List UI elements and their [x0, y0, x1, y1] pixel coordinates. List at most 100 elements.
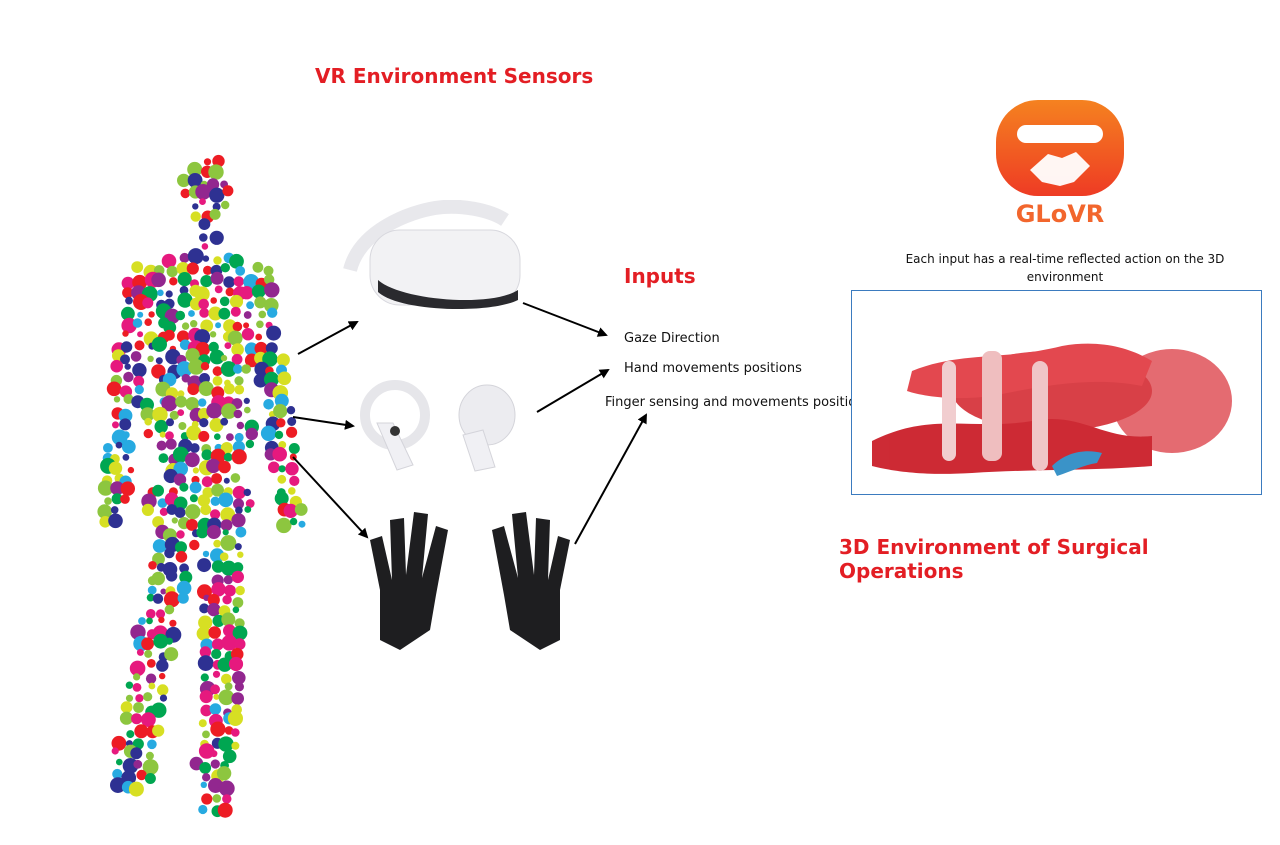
figure-dot	[179, 252, 190, 263]
figure-dot	[289, 517, 298, 526]
figure-dot	[190, 279, 199, 289]
figure-dot	[189, 443, 200, 453]
figure-dot	[143, 264, 159, 280]
headset-bridge	[1026, 125, 1094, 143]
figure-dot	[131, 713, 143, 725]
human-figure-dots	[97, 154, 308, 818]
figure-dot	[234, 543, 242, 551]
figure-dot	[244, 506, 252, 513]
figure-dot	[108, 513, 123, 529]
figure-dot	[110, 481, 125, 496]
figure-dot	[254, 341, 268, 356]
figure-dot	[224, 651, 235, 662]
figure-dot	[263, 265, 274, 276]
figure-dot	[200, 638, 214, 652]
figure-dot	[264, 448, 277, 461]
figure-dot	[211, 638, 224, 651]
figure-dot	[210, 271, 224, 285]
figure-dot	[202, 773, 211, 782]
figure-dot	[195, 184, 212, 200]
figure-dot	[244, 342, 259, 356]
figure-dot	[211, 386, 225, 400]
figure-dot	[112, 421, 119, 429]
figure-dot	[207, 517, 222, 532]
figure-dot	[110, 506, 119, 514]
figure-dot	[206, 178, 220, 191]
figure-dot	[244, 406, 251, 414]
figure-dot	[234, 432, 244, 442]
figure-dot	[158, 453, 169, 463]
figure-dot	[152, 484, 165, 497]
figure-dot	[232, 625, 248, 641]
figure-dot	[208, 341, 219, 353]
figure-dot	[252, 261, 264, 273]
figure-dot	[202, 487, 214, 498]
figure-dot	[176, 330, 190, 343]
figure-dot	[121, 439, 136, 454]
figure-dot	[145, 673, 157, 684]
figure-dot	[243, 274, 260, 290]
figure-dot	[213, 693, 220, 700]
figure-dot	[169, 277, 178, 286]
headset-face-pad	[378, 280, 518, 310]
figure-dot	[268, 461, 280, 474]
figure-dot	[187, 161, 203, 177]
figure-dot	[103, 443, 113, 453]
figure-dot	[144, 271, 161, 288]
figure-dot	[198, 804, 208, 815]
figure-dot	[232, 485, 246, 500]
figure-dot	[115, 441, 123, 449]
figure-dot	[264, 440, 279, 455]
figure-dot	[233, 638, 246, 650]
figure-dot	[132, 683, 142, 692]
input-label-gaze: Gaze Direction	[624, 331, 720, 346]
figure-dot	[212, 202, 221, 211]
figure-dot	[198, 430, 210, 442]
figure-dot	[223, 452, 233, 462]
figure-dot	[147, 739, 157, 750]
figure-dot	[220, 417, 229, 426]
figure-dot	[188, 327, 203, 343]
figure-dot	[168, 487, 178, 497]
figure-dot	[154, 419, 168, 434]
figure-dot	[127, 466, 135, 474]
figure-dot	[119, 711, 134, 725]
bone-3	[942, 361, 956, 461]
figure-dot	[236, 421, 245, 430]
figure-dot	[187, 173, 203, 188]
figure-dot	[179, 570, 193, 584]
figure-dot	[200, 362, 210, 371]
figure-dot	[141, 286, 158, 302]
figure-dot	[288, 443, 300, 454]
figure-dot	[200, 673, 209, 682]
figure-dot	[233, 276, 244, 287]
figure-dot	[197, 517, 213, 533]
figure-dot	[111, 429, 128, 446]
surgical-3d-panel	[851, 290, 1262, 495]
figure-dot	[119, 418, 132, 431]
figure-dot	[245, 499, 255, 508]
figure-dot	[211, 560, 225, 573]
figure-dot	[211, 737, 223, 749]
figure-dot	[121, 276, 135, 290]
figure-dot	[223, 252, 235, 264]
figure-dot	[289, 475, 300, 486]
figure-dot	[199, 418, 209, 428]
figure-dot	[231, 398, 243, 409]
figure-dot	[234, 384, 245, 395]
figure-dot	[100, 457, 117, 474]
figure-dot	[169, 345, 177, 353]
figure-dot	[122, 287, 134, 299]
figure-dot	[187, 383, 200, 396]
figure-dot	[145, 705, 159, 719]
figure-dot	[200, 739, 209, 749]
figure-dot	[198, 398, 207, 407]
figure-dot	[167, 364, 182, 380]
figure-dot	[222, 185, 234, 197]
figure-dot	[273, 404, 288, 419]
figure-dot	[225, 287, 235, 297]
figure-dot	[274, 430, 284, 440]
figure-dot	[233, 498, 244, 510]
figure-dot	[147, 576, 158, 586]
figure-dot	[141, 637, 155, 651]
